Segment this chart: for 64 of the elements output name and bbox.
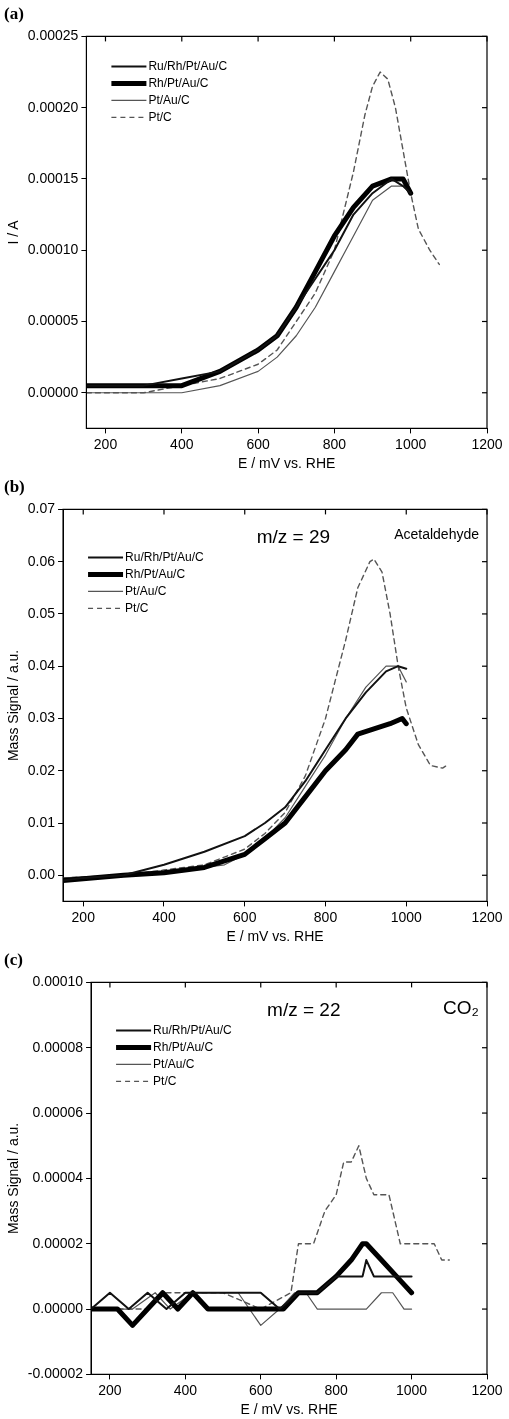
x-tick-label: 600 bbox=[249, 1381, 273, 1398]
y-axis-title: I / A bbox=[5, 219, 22, 245]
legend-label: Pt/Au/C bbox=[153, 1056, 195, 1071]
x-tick-label: 200 bbox=[71, 908, 96, 925]
annotation: Acetaldehyde bbox=[394, 526, 480, 543]
legend-label: Rh/Pt/Au/C bbox=[125, 566, 186, 581]
legend-label: Pt/C bbox=[125, 600, 149, 615]
y-tick-label: 0.00004 bbox=[32, 1169, 84, 1186]
legend-label: Rh/Pt/Au/C bbox=[153, 1039, 214, 1054]
x-axis-title: E / mV vs. RHE bbox=[226, 928, 324, 945]
x-tick-label: 400 bbox=[170, 435, 194, 452]
y-tick-label: 0.00010 bbox=[27, 241, 79, 258]
x-tick-label: 400 bbox=[173, 1381, 198, 1398]
legend-label: Pt/Au/C bbox=[125, 583, 167, 598]
y-tick-label: 0.00005 bbox=[27, 312, 79, 329]
annotation: CO₂ bbox=[443, 996, 479, 1018]
chart-title: (a) bbox=[4, 3, 24, 23]
y-tick-label: 0.06 bbox=[27, 552, 56, 569]
y-tick-label: 0.00006 bbox=[32, 1103, 84, 1120]
x-axis-title: E / mV vs. RHE bbox=[240, 1401, 338, 1418]
y-tick-label: 0.01 bbox=[27, 813, 56, 830]
x-tick-label: 400 bbox=[152, 908, 176, 925]
x-tick-label: 1000 bbox=[395, 435, 427, 452]
y-tick-label: 0.04 bbox=[27, 657, 56, 674]
legend-label: Rh/Pt/Au/C bbox=[148, 75, 209, 90]
legend-label: Pt/Au/C bbox=[148, 92, 191, 107]
x-tick-label: 200 bbox=[98, 1381, 122, 1398]
x-tick-label: 600 bbox=[246, 435, 270, 452]
legend-label: Pt/C bbox=[153, 1073, 177, 1088]
y-tick-label: -0.00002 bbox=[27, 1365, 84, 1382]
legend-label: Ru/Rh/Pt/Au/C bbox=[153, 1022, 233, 1037]
x-tick-label: 1200 bbox=[471, 435, 503, 452]
annotation: m/z = 29 bbox=[256, 525, 331, 547]
y-tick-label: 0.00008 bbox=[32, 1038, 84, 1055]
y-axis-title: Mass Signal / a.u. bbox=[5, 649, 22, 762]
x-tick-label: 200 bbox=[93, 435, 118, 452]
x-tick-label: 800 bbox=[313, 908, 338, 925]
chart-title: (b) bbox=[4, 476, 25, 496]
y-tick-label: 0.00025 bbox=[27, 27, 79, 44]
x-tick-label: 1200 bbox=[471, 1381, 503, 1398]
x-tick-label: 1000 bbox=[390, 908, 423, 925]
legend-label: Pt/C bbox=[148, 109, 173, 124]
y-axis-title: Mass Signal / a.u. bbox=[5, 1122, 22, 1235]
y-tick-label: 0.00020 bbox=[27, 98, 79, 115]
legend-label: Ru/Rh/Pt/Au/C bbox=[148, 58, 228, 73]
y-tick-label: 0.02 bbox=[27, 761, 56, 778]
y-tick-label: 0.00 bbox=[27, 866, 56, 883]
x-tick-label: 800 bbox=[324, 1381, 349, 1398]
y-tick-label: 0.00002 bbox=[32, 1234, 84, 1251]
annotation: m/z = 22 bbox=[267, 998, 341, 1020]
x-tick-label: 800 bbox=[322, 435, 347, 452]
x-tick-label: 1000 bbox=[396, 1381, 428, 1398]
chart-title: (c) bbox=[4, 949, 23, 969]
x-axis-title: E / mV vs. RHE bbox=[238, 455, 336, 472]
legend-label: Ru/Rh/Pt/Au/C bbox=[125, 549, 205, 564]
y-tick-label: 0.07 bbox=[27, 500, 56, 517]
x-tick-label: 1200 bbox=[471, 908, 503, 925]
y-tick-label: 0.00000 bbox=[27, 383, 79, 400]
y-tick-label: 0.00000 bbox=[32, 1299, 84, 1316]
y-tick-label: 0.00015 bbox=[27, 169, 79, 186]
y-tick-label: 0.03 bbox=[27, 709, 56, 726]
y-tick-label: 0.05 bbox=[27, 604, 56, 621]
y-tick-label: 0.00010 bbox=[32, 973, 84, 990]
x-tick-label: 600 bbox=[233, 908, 257, 925]
